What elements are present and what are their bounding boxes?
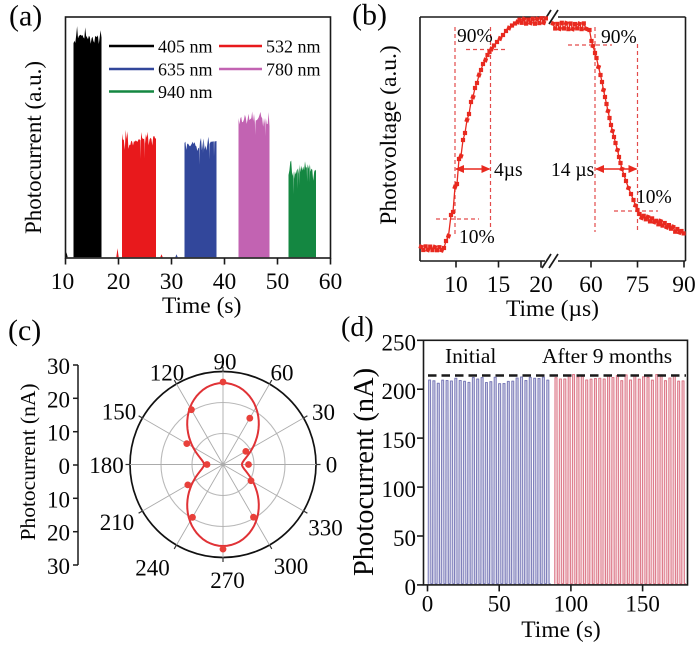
- svg-text:300: 300: [274, 554, 309, 579]
- svg-text:0: 0: [59, 454, 71, 479]
- svg-text:90: 90: [672, 272, 696, 298]
- svg-text:90%: 90%: [601, 27, 637, 48]
- svg-text:Time (s): Time (s): [162, 293, 241, 319]
- svg-text:0: 0: [422, 591, 434, 616]
- svg-text:Photocurrent (a.u.): Photocurrent (a.u.): [21, 61, 46, 234]
- svg-text:20: 20: [107, 269, 131, 295]
- svg-text:50: 50: [393, 526, 416, 551]
- svg-text:10%: 10%: [636, 187, 672, 208]
- svg-text:After 9 months: After 9 months: [542, 344, 672, 368]
- svg-text:150: 150: [382, 428, 417, 453]
- svg-text:100: 100: [554, 591, 589, 616]
- svg-text:Initial: Initial: [445, 344, 496, 368]
- svg-text:10: 10: [51, 269, 75, 295]
- svg-text:150: 150: [102, 400, 137, 425]
- svg-text:Time (s): Time (s): [521, 617, 600, 643]
- svg-text:Photocurrent (nA): Photocurrent (nA): [16, 383, 40, 540]
- svg-text:60: 60: [271, 361, 294, 386]
- svg-text:240: 240: [135, 556, 170, 581]
- svg-text:635 nm: 635 nm: [158, 60, 213, 80]
- svg-text:40: 40: [213, 269, 237, 295]
- svg-text:90%: 90%: [457, 26, 493, 47]
- svg-text:120: 120: [150, 361, 185, 386]
- svg-text:Time (µs): Time (µs): [506, 296, 599, 322]
- svg-text:780 nm: 780 nm: [266, 60, 321, 80]
- svg-text:100: 100: [382, 477, 417, 502]
- svg-text:10: 10: [47, 487, 70, 512]
- svg-text:20: 20: [529, 272, 553, 298]
- svg-text:50: 50: [266, 269, 290, 295]
- svg-text:(b): (b): [352, 0, 387, 32]
- svg-text:10: 10: [47, 421, 70, 446]
- svg-text:4µs: 4µs: [494, 160, 523, 181]
- svg-text:405 nm: 405 nm: [158, 37, 213, 57]
- svg-text:90: 90: [214, 350, 237, 375]
- svg-text:30: 30: [47, 354, 70, 379]
- svg-text:30: 30: [47, 554, 70, 579]
- svg-text:20: 20: [47, 387, 70, 412]
- svg-text:200: 200: [382, 379, 417, 404]
- svg-text:210: 210: [100, 510, 135, 535]
- svg-text:940 nm: 940 nm: [158, 82, 213, 102]
- svg-text:330: 330: [308, 516, 343, 541]
- svg-text:15: 15: [487, 272, 511, 298]
- svg-text:60: 60: [579, 272, 603, 298]
- svg-text:10: 10: [444, 272, 468, 298]
- svg-text:Photovoltage (a.u.): Photovoltage (a.u.): [376, 45, 402, 224]
- svg-text:60: 60: [319, 269, 343, 295]
- svg-text:0: 0: [405, 575, 417, 600]
- svg-text:180: 180: [89, 453, 124, 478]
- svg-text:50: 50: [488, 591, 511, 616]
- svg-text:532 nm: 532 nm: [266, 37, 321, 57]
- svg-text:(c): (c): [8, 314, 41, 347]
- svg-text:20: 20: [47, 521, 70, 546]
- svg-text:75: 75: [626, 272, 650, 298]
- svg-text:0: 0: [326, 453, 338, 478]
- svg-text:Photocurrent (nA): Photocurrent (nA): [349, 368, 380, 576]
- svg-text:150: 150: [625, 591, 660, 616]
- svg-text:30: 30: [160, 269, 184, 295]
- svg-text:14 µs: 14 µs: [551, 160, 594, 181]
- svg-text:30: 30: [312, 400, 335, 425]
- svg-text:270: 270: [210, 568, 245, 593]
- svg-text:(d): (d): [341, 312, 374, 343]
- svg-text:10%: 10%: [459, 227, 495, 248]
- svg-text:(a): (a): [9, 0, 42, 33]
- svg-text:250: 250: [382, 330, 417, 355]
